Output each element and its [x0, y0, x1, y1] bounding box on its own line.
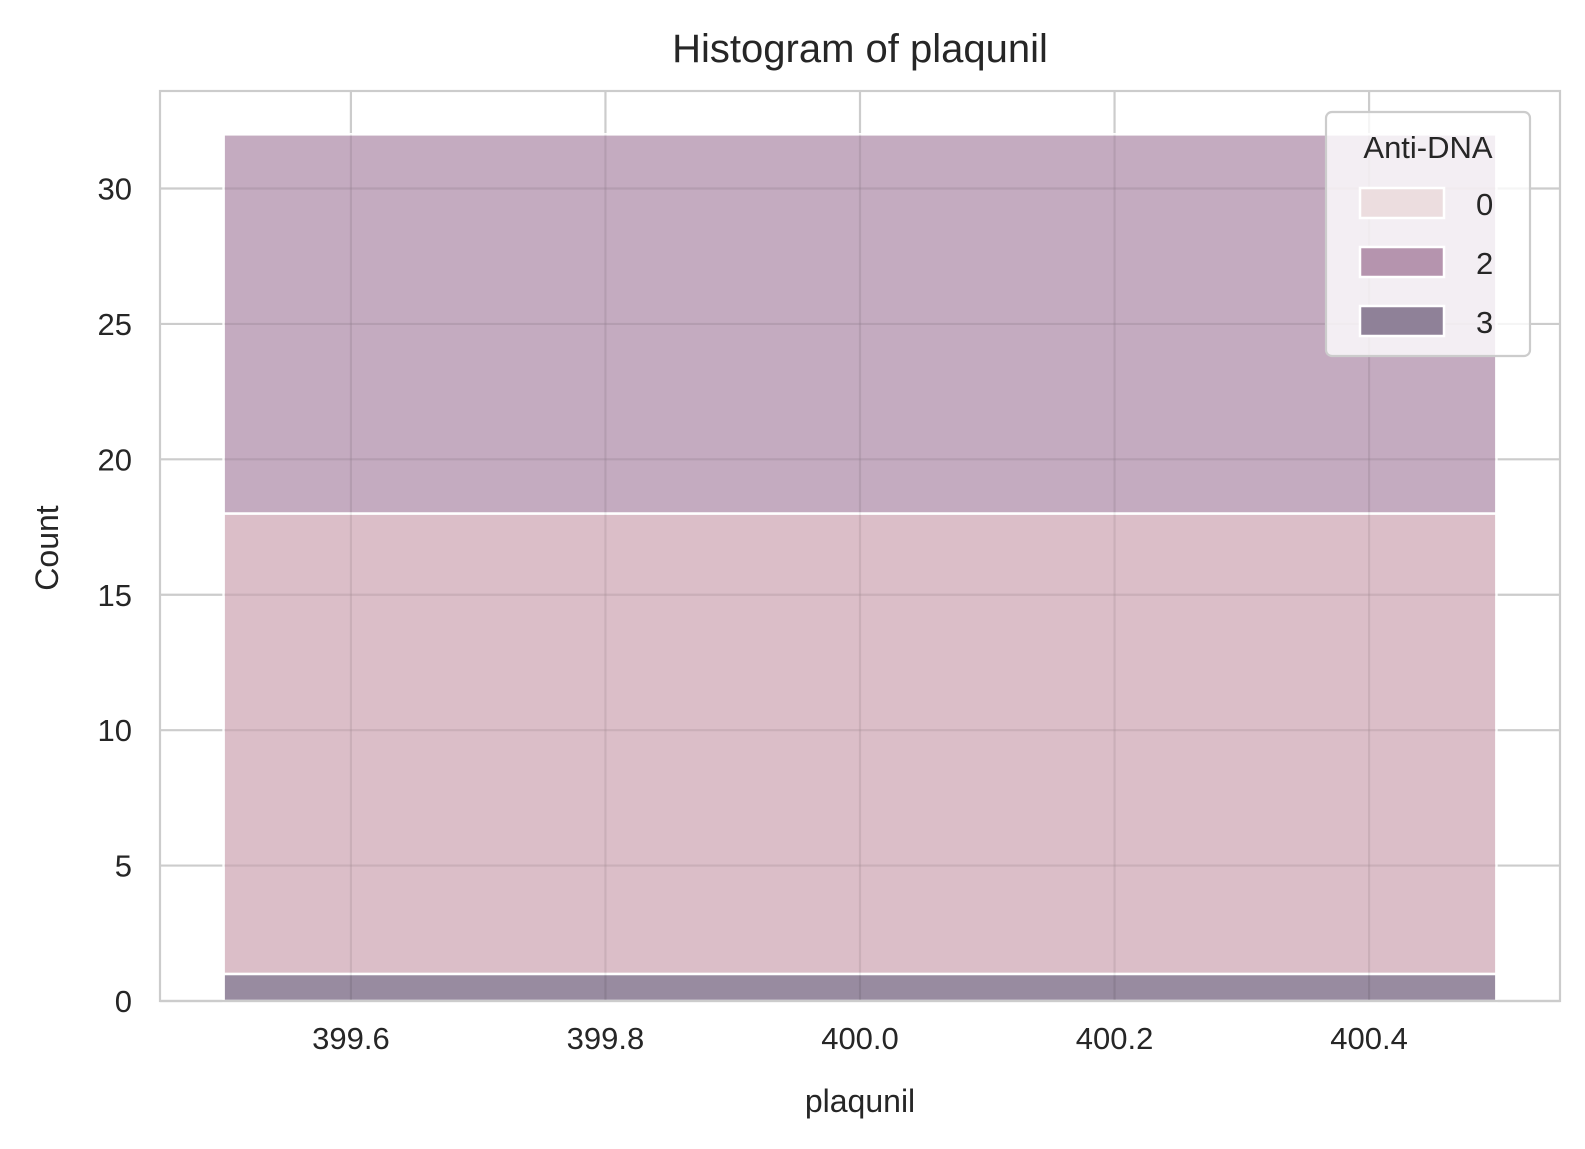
y-tick-label: 0: [115, 984, 132, 1019]
legend-box: [1324, 110, 1532, 358]
x-axis-label: plaqunil: [805, 1083, 915, 1119]
y-axis-label: Count: [29, 505, 65, 591]
legend-swatch-0: [1358, 186, 1446, 220]
y-tick-label: 25: [98, 307, 132, 342]
y-tick-label: 5: [115, 849, 132, 884]
legend: Anti-DNA 0 2 3: [1324, 110, 1532, 358]
y-tick-label: 30: [98, 172, 132, 207]
legend-swatch-3: [1358, 304, 1446, 338]
x-tick-label: 399.8: [567, 1021, 645, 1056]
plot-frame: [158, 89, 1562, 1003]
x-tick-label: 399.6: [312, 1021, 390, 1056]
bar-anti-dna-0: [222, 512, 1498, 976]
legend-label-3: 3: [1476, 305, 1493, 340]
bar-anti-dna-2: [222, 133, 1498, 515]
legend-label-0: 0: [1476, 187, 1493, 222]
y-tick-label: 20: [98, 442, 132, 477]
legend-swatch-2: [1358, 245, 1446, 279]
x-tick-label: 400.4: [1330, 1021, 1408, 1056]
x-tick-label: 400.0: [821, 1021, 899, 1056]
x-tick-label: 400.2: [1076, 1021, 1154, 1056]
legend-title: Anti-DNA: [1363, 130, 1493, 165]
chart-title: Histogram of plaqunil: [672, 27, 1048, 71]
y-tick-label: 10: [98, 713, 132, 748]
y-tick-label: 15: [98, 578, 132, 613]
legend-label-2: 2: [1476, 246, 1493, 281]
bar-anti-dna-3: [222, 972, 1498, 1003]
